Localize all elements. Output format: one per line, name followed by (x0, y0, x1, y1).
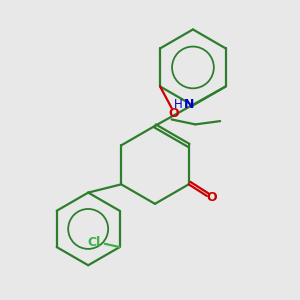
Text: H: H (173, 98, 182, 111)
Text: O: O (168, 107, 178, 120)
Text: O: O (206, 191, 217, 204)
Text: N: N (184, 98, 194, 111)
Text: Cl: Cl (88, 236, 101, 249)
